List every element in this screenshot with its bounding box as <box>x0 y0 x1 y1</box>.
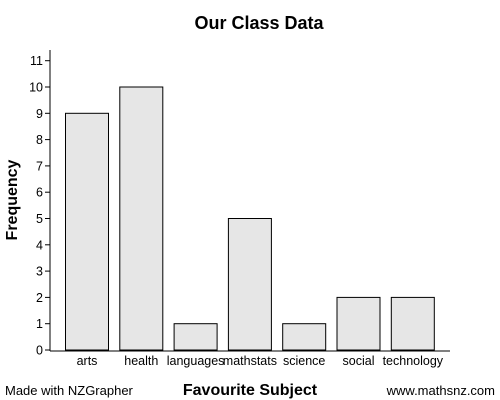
x-category-label: mathstats <box>223 354 277 368</box>
bar-languages <box>173 323 218 351</box>
x-category-label: science <box>283 354 325 368</box>
y-tick-label: 8 <box>36 133 43 147</box>
bar-technology <box>390 296 435 351</box>
y-axis-title: Frequency <box>4 159 21 240</box>
y-tick-label: 5 <box>36 212 43 226</box>
x-category-label: languages <box>167 354 225 368</box>
y-tick-label: 2 <box>36 291 43 305</box>
y-tick-label: 3 <box>36 265 43 279</box>
y-axis-ticks: 0 1 2 3 4 5 6 7 8 9 10 11 <box>29 54 50 358</box>
footer-left-credit: Made with NZGrapher <box>5 383 134 398</box>
x-category-label: arts <box>77 354 98 368</box>
y-tick-label: 10 <box>29 81 43 95</box>
bars-group <box>65 86 435 351</box>
y-tick-label: 9 <box>36 107 43 121</box>
y-tick-label: 1 <box>36 317 43 331</box>
bar-arts <box>65 112 109 351</box>
bar-science <box>282 323 327 351</box>
bar-social <box>336 296 381 351</box>
y-tick-label: 4 <box>36 238 43 252</box>
footer-right-credit: www.mathsnz.com <box>386 383 495 398</box>
y-tick-label: 6 <box>36 186 43 200</box>
y-tick-label: 0 <box>36 344 43 358</box>
x-category-label: health <box>124 354 158 368</box>
y-tick-label: 7 <box>36 159 43 173</box>
x-category-label: technology <box>383 354 444 368</box>
x-axis-title: Favourite Subject <box>183 382 318 399</box>
bar-mathstats <box>227 218 272 351</box>
y-tick-label: 11 <box>30 54 43 68</box>
bar-health <box>119 86 164 351</box>
x-category-label: social <box>343 354 375 368</box>
chart-title: Our Class Data <box>194 13 324 33</box>
